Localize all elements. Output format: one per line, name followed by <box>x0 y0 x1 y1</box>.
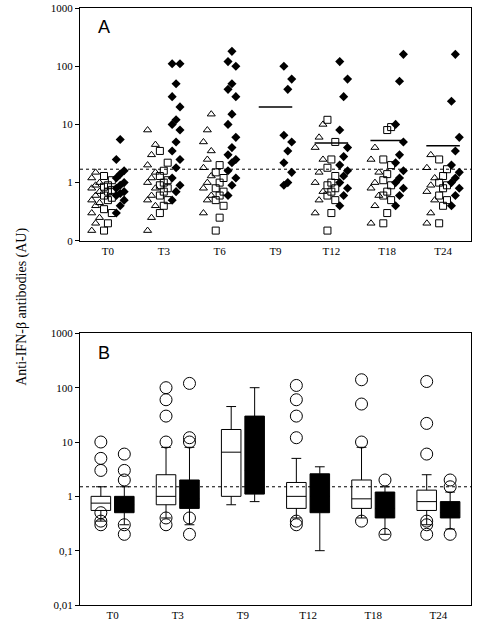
svg-text:1: 1 <box>67 490 73 502</box>
svg-text:B: B <box>98 343 110 363</box>
svg-text:T18: T18 <box>378 245 396 257</box>
svg-text:10: 10 <box>62 118 74 130</box>
svg-text:T3: T3 <box>172 609 185 621</box>
svg-text:T9: T9 <box>269 245 282 257</box>
svg-text:0,1: 0,1 <box>59 545 73 557</box>
svg-text:A: A <box>98 17 110 37</box>
svg-text:T12: T12 <box>299 609 317 621</box>
svg-text:T24: T24 <box>430 609 448 621</box>
svg-text:10: 10 <box>62 436 74 448</box>
svg-text:0,01: 0,01 <box>54 599 73 611</box>
svg-text:T24: T24 <box>434 245 452 257</box>
svg-text:T18: T18 <box>364 609 382 621</box>
svg-text:T3: T3 <box>158 245 171 257</box>
svg-text:1: 1 <box>67 176 73 188</box>
svg-text:100: 100 <box>56 60 73 72</box>
svg-text:1000: 1000 <box>51 327 74 339</box>
svg-text:Anti-IFN-β antibodies (AU): Anti-IFN-β antibodies (AU) <box>14 228 30 386</box>
svg-text:100: 100 <box>56 382 73 394</box>
svg-text:T9: T9 <box>237 609 250 621</box>
svg-text:T0: T0 <box>106 609 119 621</box>
svg-text:T12: T12 <box>322 245 340 257</box>
svg-text:0: 0 <box>67 235 73 247</box>
svg-text:1000: 1000 <box>51 2 74 14</box>
svg-text:T6: T6 <box>214 245 227 257</box>
svg-text:T0: T0 <box>102 245 115 257</box>
